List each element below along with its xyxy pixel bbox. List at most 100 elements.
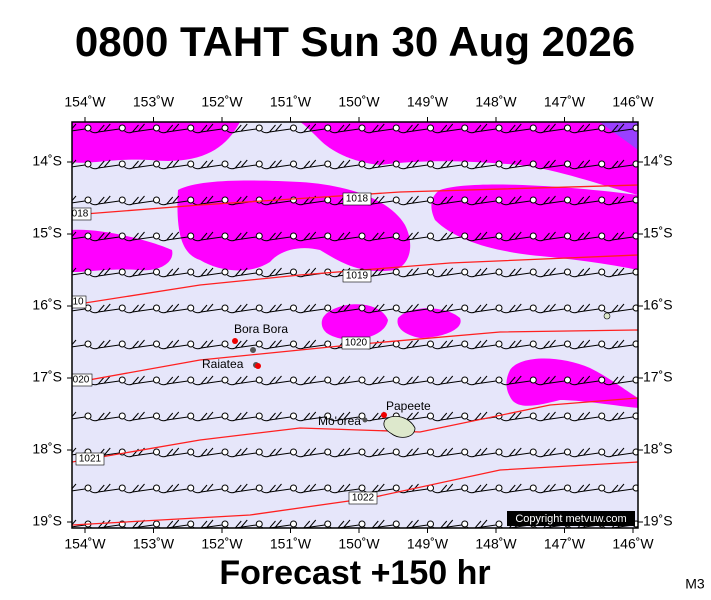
wind-barb <box>72 123 92 132</box>
barb-station <box>358 304 366 312</box>
barb-staff <box>466 375 497 386</box>
wind-barb <box>363 195 400 206</box>
barb-staff <box>261 411 291 422</box>
barb-station <box>564 268 571 276</box>
barb-station <box>255 484 263 492</box>
wind-barb <box>398 303 434 314</box>
wind-barb <box>158 123 195 134</box>
barb-station <box>255 196 263 204</box>
barb-station <box>427 376 434 384</box>
isobar-label: 1018 <box>346 194 369 205</box>
barb-station <box>529 340 537 348</box>
barb-staff <box>192 483 223 494</box>
lon-label: 146˚W <box>612 94 654 110</box>
barb-station <box>255 520 263 528</box>
barb-station <box>427 448 434 456</box>
wind-barb <box>535 267 571 278</box>
wind-barb <box>158 483 195 494</box>
barb-staff <box>535 411 565 422</box>
barb-station <box>461 340 469 348</box>
region <box>321 304 388 340</box>
wind-barb <box>89 339 126 350</box>
barb-staff <box>329 231 360 242</box>
barb-station <box>632 412 638 420</box>
wind-barb <box>603 447 638 458</box>
title: 0800 TAHT Sun 30 Aug 2026 <box>75 18 635 65</box>
wind-barb <box>329 231 366 242</box>
barb-staff <box>72 231 86 240</box>
barb-staff <box>295 375 325 386</box>
barb-station <box>118 412 126 420</box>
wind-barb <box>603 123 638 134</box>
wind-barb <box>603 375 638 386</box>
wind-barb <box>72 267 92 276</box>
barb-staff <box>192 195 223 206</box>
barb-station <box>598 448 606 456</box>
wind-barb <box>261 123 297 134</box>
wind-barb <box>603 267 638 278</box>
wind-barb <box>295 483 332 494</box>
isobar-label-box <box>348 491 378 505</box>
barb-staff <box>363 267 394 278</box>
barb-station <box>461 196 469 204</box>
barb-staff <box>89 411 120 422</box>
barb-staff <box>535 303 565 314</box>
barb-station <box>564 304 571 312</box>
barb-station <box>598 412 606 420</box>
barb-staff <box>226 159 257 170</box>
barb-staff <box>603 411 634 422</box>
barb-station <box>221 376 229 384</box>
barb-station <box>290 304 297 312</box>
barb-staff <box>89 519 120 528</box>
wind-barb <box>89 411 126 422</box>
wind-barb <box>124 375 160 386</box>
barb-station <box>461 484 469 492</box>
wind-barb <box>192 195 229 206</box>
barb-staff <box>226 411 257 422</box>
isobar-label-box <box>342 192 372 206</box>
barb-staff <box>603 483 634 494</box>
barb-station <box>598 304 606 312</box>
barb-staff <box>329 519 360 528</box>
barb-station <box>290 268 297 276</box>
wind-barb <box>72 483 92 492</box>
barb-station <box>153 196 160 204</box>
place-marker <box>255 363 261 369</box>
wind-barb <box>569 447 606 458</box>
wind-barb <box>569 195 606 206</box>
barb-station <box>84 232 92 240</box>
wind-barb <box>500 123 537 134</box>
barb-station <box>118 160 126 168</box>
isobar <box>72 397 638 463</box>
wind-barb <box>295 231 332 242</box>
wind-barb <box>398 159 434 170</box>
barb-staff <box>603 123 634 134</box>
barb-staff <box>192 123 223 134</box>
barb-station <box>255 412 263 420</box>
barb-staff <box>124 195 154 206</box>
barb-staff <box>295 303 325 314</box>
barb-station <box>84 124 92 132</box>
wind-barb <box>192 267 229 278</box>
wind-barb <box>124 519 160 528</box>
barb-station <box>461 124 469 132</box>
barb-staff <box>535 159 565 170</box>
barb-station <box>84 268 92 276</box>
lat-label: 18˚S <box>643 441 673 457</box>
barb-staff <box>124 303 154 314</box>
barb-staff <box>295 195 325 206</box>
wind-barb <box>124 339 160 350</box>
wind-barb <box>363 483 400 494</box>
wind-barb <box>72 411 92 420</box>
wind-barb <box>89 267 126 278</box>
wind-barb <box>329 375 366 386</box>
barb-station <box>427 340 434 348</box>
barb-staff <box>535 123 565 134</box>
island <box>383 415 416 438</box>
barb-station <box>427 304 434 312</box>
wind-barb <box>124 411 160 422</box>
place-label: Mo'orea <box>318 414 361 428</box>
barb-staff <box>124 123 154 134</box>
wind-barb <box>124 447 160 458</box>
barb-staff <box>603 375 634 386</box>
